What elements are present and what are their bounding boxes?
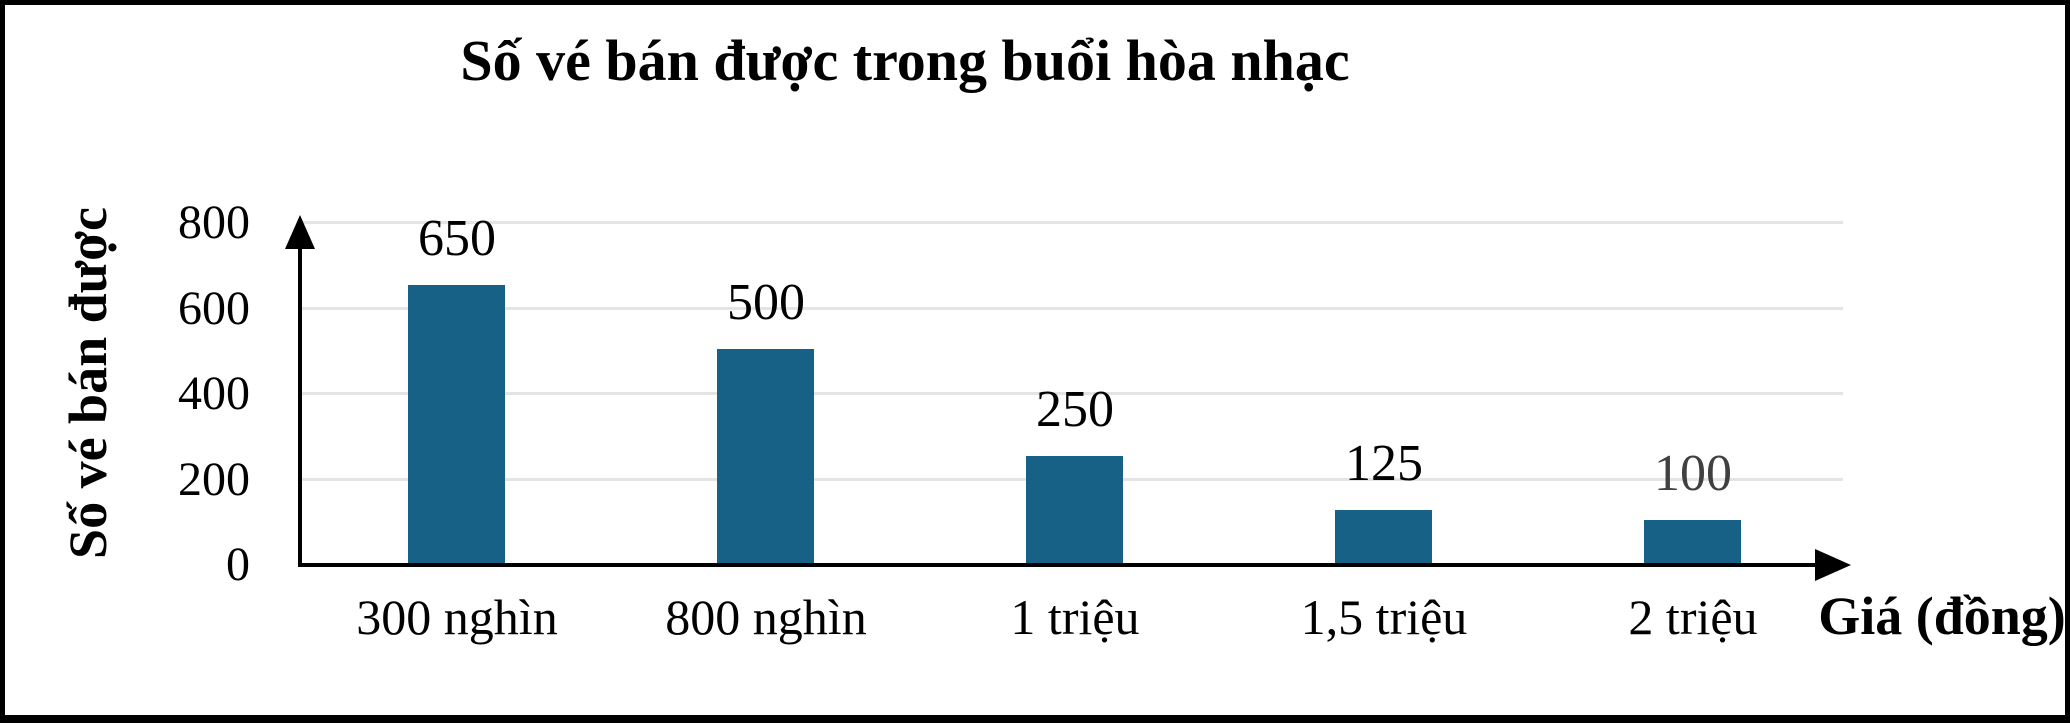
x-axis-arrow-icon (1815, 549, 1851, 581)
y-tick-label-0: 0 (226, 538, 250, 591)
y-axis-arrow-icon (285, 215, 315, 249)
bar-2 (717, 349, 814, 563)
bar-4 (1335, 510, 1432, 563)
x-axis-title: Giá (đồng) (1818, 586, 2066, 646)
bar-value-label-4: 125 (1345, 435, 1423, 492)
y-tick-label-800: 800 (178, 196, 250, 249)
bar-3 (1026, 456, 1123, 563)
x-category-label-1: 300 nghìn (356, 589, 558, 645)
x-category-label-3: 1 triệu (1010, 589, 1140, 645)
y-tick-label-200: 200 (178, 453, 250, 506)
bar-value-label-3: 250 (1036, 381, 1114, 438)
bar-5 (1644, 520, 1741, 563)
y-tick-label-600: 600 (178, 282, 250, 335)
gridline-600 (302, 307, 1843, 310)
x-category-label-2: 800 nghìn (665, 589, 867, 645)
bar-value-label-2: 500 (727, 274, 805, 331)
y-axis-line (298, 219, 302, 567)
gridline-400 (302, 392, 1843, 395)
bar-1 (408, 285, 505, 563)
chart-title: Số vé bán được trong buổi hòa nhạc (460, 28, 1350, 93)
bar-value-label-5: 100 (1654, 445, 1732, 502)
gridline-800 (302, 221, 1843, 224)
x-category-label-4: 1,5 triệu (1300, 589, 1468, 645)
plot-area: 0 200 400 600 800 650 300 nghìn 500 800 nghìn 250… (5, 5, 2065, 715)
y-tick-label-400: 400 (178, 367, 250, 420)
bar-value-label-1: 650 (418, 210, 496, 267)
x-axis-line (298, 563, 1820, 567)
x-category-label-5: 2 triệu (1628, 589, 1758, 645)
